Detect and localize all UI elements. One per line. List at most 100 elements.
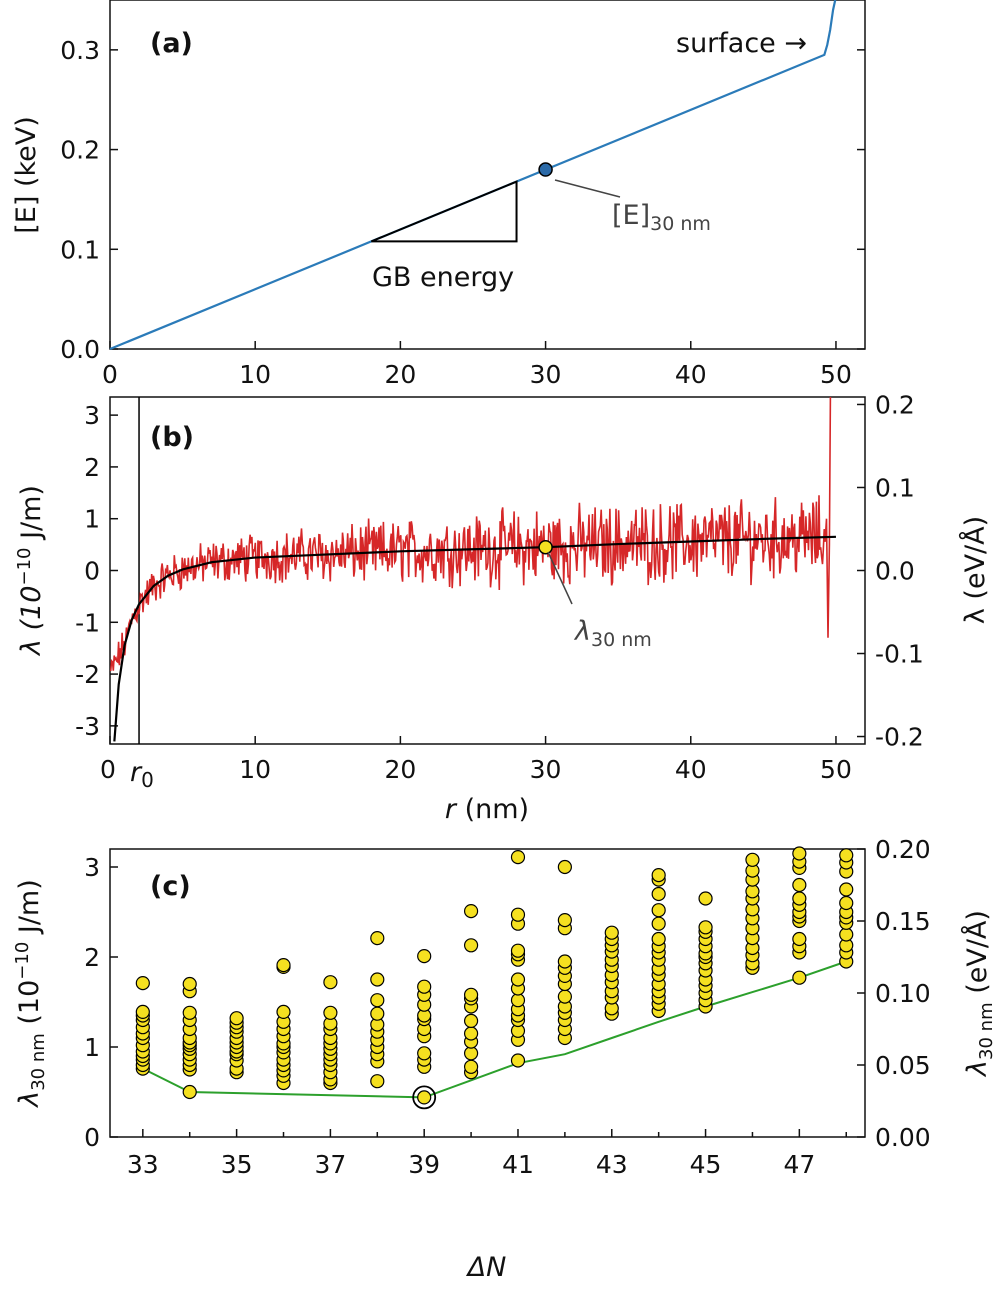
data-point <box>276 957 291 973</box>
data-point <box>698 891 713 906</box>
data-point <box>510 943 526 958</box>
panel-c-xlabel: ΔN <box>466 1252 507 1283</box>
panel-c-plot <box>135 846 854 1110</box>
panel-c-ylabel-left-main: λ <box>14 1091 45 1109</box>
x-tick-label: 0 <box>102 360 118 389</box>
e30-leader-line <box>554 179 621 198</box>
data-point <box>651 867 666 883</box>
data-point <box>651 916 666 931</box>
x-tick-label: 35 <box>221 1150 253 1179</box>
panel-c-ylabel-right-sub: 30 nm <box>976 1002 996 1060</box>
data-point <box>651 886 666 902</box>
data-point <box>182 976 197 992</box>
data-point <box>323 1005 338 1020</box>
data-point <box>510 849 526 865</box>
panel-b-ylabel-left: λ (10−10 J/m) <box>14 485 47 657</box>
panel-a-ticks: 0 10 20 30 40 50 0.0 0.1 0.2 0.3 <box>60 36 865 389</box>
y-tick-label-right: 0.15 <box>875 907 931 936</box>
y-tick-label: 0.3 <box>60 36 100 65</box>
x-tick-label: 50 <box>820 755 852 784</box>
lambda30-annotation: λ30 nm <box>573 616 652 651</box>
data-point <box>417 1090 432 1105</box>
panel-b-label: (b) <box>150 422 194 453</box>
y-tick-label: 3 <box>84 853 100 882</box>
data-point <box>370 930 385 946</box>
data-point <box>417 979 432 994</box>
x-tick-label: 40 <box>675 360 707 389</box>
lambda30-marker <box>538 539 553 555</box>
panel-a-plot <box>109 0 837 351</box>
y-tick-label: 3 <box>84 401 100 430</box>
y-tick-label-right: 0.0 <box>875 557 915 586</box>
gb-energy-triangle <box>370 180 518 243</box>
lambda-fit-curve <box>113 535 836 742</box>
data-point <box>463 1013 479 1029</box>
panel-c-label: (c) <box>150 871 191 902</box>
x-tick-label: 30 <box>530 360 562 389</box>
data-point <box>839 882 854 897</box>
panel-c-ylabel-right: λ30 nm (eV/Å) <box>961 910 996 1078</box>
surface-annotation: surface → <box>676 28 807 59</box>
e30-annotation-sub: 30 nm <box>650 213 711 235</box>
data-point <box>557 954 572 969</box>
data-point <box>792 846 807 861</box>
panel-b-ylabel-right: λ (eV/Å) <box>959 516 991 624</box>
data-point <box>557 859 572 875</box>
data-point <box>604 925 619 940</box>
x-tick-label: 43 <box>596 1150 628 1179</box>
y-tick-label-right: -0.1 <box>875 640 924 669</box>
r0-label: r0 <box>130 757 154 792</box>
y-tick-label: 0.1 <box>60 235 100 264</box>
data-point <box>792 931 807 947</box>
data-point <box>745 852 760 867</box>
data-point <box>463 1059 479 1074</box>
panel-c-ylabel-left-exp: −10 <box>12 942 33 980</box>
data-point <box>463 938 479 953</box>
y-tick-label: -2 <box>75 660 100 689</box>
data-point <box>229 1011 244 1026</box>
x-tick-label: 20 <box>384 360 416 389</box>
panel-c-ticks: 33 35 37 39 41 43 45 47 0 1 2 3 0.00 0.05 0.10 0.15 0.20 <box>84 835 931 1179</box>
e30-annotation-main: [E] <box>612 200 650 231</box>
panel-c-ylabel-left-rest: (10 <box>14 980 45 1033</box>
panel-b-xlabel-unit: (nm) <box>456 794 529 825</box>
data-point <box>370 1006 385 1021</box>
panel-b-ylabel-left-unit: J/m) <box>16 485 47 547</box>
highlight-ring <box>412 1085 437 1110</box>
data-point <box>839 848 854 863</box>
lambda30-annotation-sub: 30 nm <box>591 629 652 651</box>
panel-b: 0 10 20 30 40 50 -3 -2 -1 0 1 2 3 -0.2 -0.1 0.0 0.1 0.2 (… <box>14 390 991 825</box>
data-point <box>370 972 385 987</box>
data-point <box>370 1074 385 1089</box>
data-point <box>510 1053 526 1068</box>
panel-b-ticks: 0 10 20 30 40 50 -3 -2 -1 0 1 2 3 -0.2 -0.1 0.0 0.1 0.2 <box>75 390 924 784</box>
panel-c-ylabel-left: λ30 nm (10−10 J/m) <box>12 879 49 1109</box>
x-tick-label: 40 <box>675 755 707 784</box>
y-tick-label: 0 <box>84 1123 100 1152</box>
y-tick-label: 2 <box>84 453 100 482</box>
lambda30-annotation-main: λ <box>573 616 591 647</box>
x-tick-label: 33 <box>127 1150 159 1179</box>
data-point <box>792 877 807 893</box>
data-point <box>839 927 854 942</box>
data-point <box>698 920 713 935</box>
panel-b-xlabel: r (nm) <box>445 794 529 825</box>
minimum-line <box>142 960 847 1099</box>
lambda30-leader-line <box>547 551 573 605</box>
y-tick-label-right: 0.2 <box>875 390 915 419</box>
energy-curve <box>109 0 837 351</box>
data-point <box>182 1005 197 1020</box>
data-point <box>417 948 432 964</box>
lambda-raw-series <box>109 396 832 672</box>
data-point <box>792 970 807 985</box>
panel-c-ylabel-right-unit: (eV/Å) <box>961 910 993 1002</box>
panel-b-ylabel-left-main: λ (10 <box>16 586 47 657</box>
r0-label-sub: 0 <box>141 768 154 792</box>
y-tick-label-right: -0.2 <box>875 723 924 752</box>
data-point <box>463 903 479 919</box>
y-tick-label: 2 <box>84 943 100 972</box>
panel-a-ylabel: [E] (keV) <box>11 116 42 234</box>
panel-a-label: (a) <box>150 28 193 59</box>
x-tick-label: 41 <box>502 1150 534 1179</box>
y-tick-label: -3 <box>75 712 100 741</box>
